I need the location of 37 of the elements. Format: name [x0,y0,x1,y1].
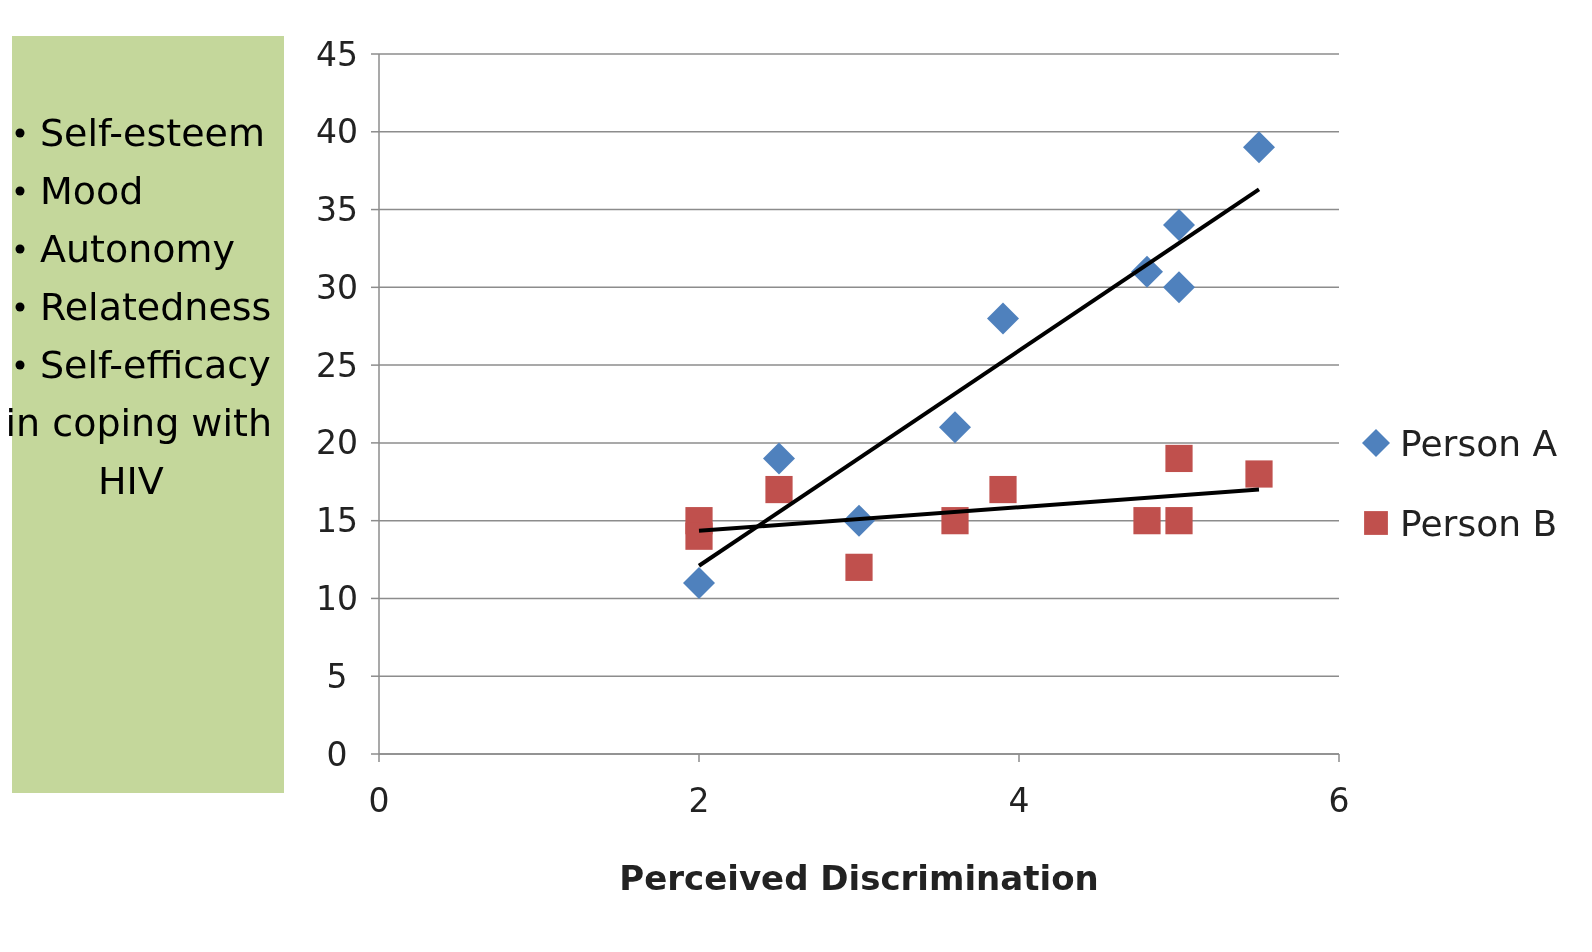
point [939,411,971,444]
text: Mood [40,169,144,213]
y-tick-label: 15 [316,501,358,541]
point [1165,444,1193,473]
point [1163,209,1195,242]
y-tick-label: 35 [316,190,358,230]
point [685,522,713,550]
point [765,475,793,504]
y-tick-label: 5 [326,656,348,696]
point [763,442,795,475]
y-tick-label: 40 [316,112,358,152]
y-tick-label: 25 [316,345,358,385]
text: Self-efficacy in coping with HIV [5,343,272,503]
y-tick-label: 30 [316,267,358,307]
x-tick-label: 2 [688,781,710,820]
point [1163,271,1195,304]
point [987,302,1019,335]
point [845,553,873,581]
x-axis-title: Perceived Discrimination [619,858,1099,898]
point [1245,460,1273,488]
x-tick-label: 0 [368,781,390,820]
legend-label: Person B [1400,502,1558,544]
y-tick-label: 45 [316,34,358,74]
x-tick-label: 4 [1008,781,1030,820]
text: Self-esteem [40,111,265,155]
point [1243,131,1275,164]
point [989,475,1017,504]
text: Autonomy [40,227,236,271]
y-tick-label: 10 [316,578,358,618]
x-tick-label: 6 [1328,781,1350,820]
point [683,566,715,599]
text: Relatedness [40,285,272,329]
point [1133,507,1161,535]
y-tick-label: 0 [326,734,348,774]
legend-label: Person A [1400,422,1558,464]
y-tick-label: 20 [316,423,358,463]
point [1165,507,1193,535]
